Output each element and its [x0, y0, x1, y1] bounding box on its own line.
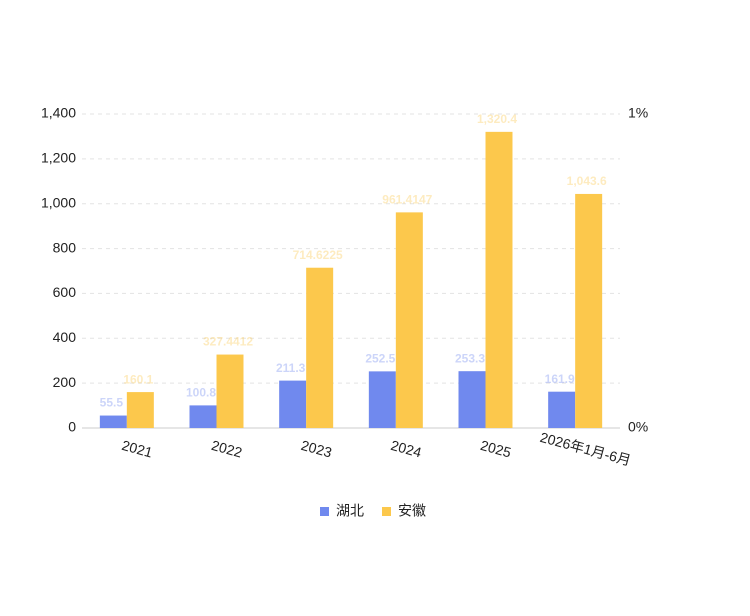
bar — [216, 354, 244, 428]
bar — [575, 193, 603, 428]
x-tick-label: 2026年1月-6月 — [538, 429, 632, 469]
y-tick-label: 0 — [68, 419, 76, 435]
y-tick-label: 200 — [53, 374, 77, 390]
legend-label: 湖北 — [336, 503, 364, 519]
bar — [485, 131, 513, 428]
y-tick-label: 800 — [53, 239, 77, 255]
x-tick-label: 2021 — [120, 437, 154, 461]
bar — [126, 392, 154, 428]
legend-swatch — [320, 507, 329, 516]
bar — [99, 415, 127, 428]
value-label: 100.8 — [186, 386, 216, 400]
value-label: 1,320.4 — [477, 112, 517, 126]
value-label: 252.5 — [365, 352, 395, 366]
x-tick-label: 2022 — [210, 437, 244, 461]
legend-swatch — [382, 507, 391, 516]
y-tick-label: 600 — [53, 284, 77, 300]
value-label: 161.9 — [545, 372, 575, 386]
value-label: 1,043.6 — [567, 174, 607, 188]
bar — [189, 405, 217, 428]
bar — [368, 371, 396, 428]
bar — [458, 371, 486, 428]
legend-label: 安徽 — [398, 503, 426, 519]
value-label: 160.1 — [123, 372, 153, 386]
bar — [548, 391, 576, 428]
y-tick-label: 1,200 — [41, 150, 76, 166]
value-label: 714.6225 — [293, 248, 343, 262]
value-label: 961.4147 — [382, 193, 432, 207]
x-tick-label: 2024 — [389, 437, 423, 461]
x-tick-label: 2023 — [299, 437, 333, 461]
y-tick-label: 1,400 — [41, 105, 76, 121]
y2-tick-label: 0% — [628, 419, 648, 435]
bar — [306, 267, 334, 428]
y-tick-label: 400 — [53, 329, 77, 345]
bar — [279, 380, 307, 428]
y-tick-label: 1,000 — [41, 194, 76, 210]
value-label: 327.4412 — [203, 335, 253, 349]
value-label: 55.5 — [100, 396, 124, 410]
value-label: 253.3 — [455, 351, 485, 365]
x-tick-label: 2025 — [479, 437, 513, 461]
value-label: 211.3 — [276, 361, 306, 375]
bar — [395, 212, 423, 428]
y2-tick-label: 1% — [628, 105, 648, 121]
